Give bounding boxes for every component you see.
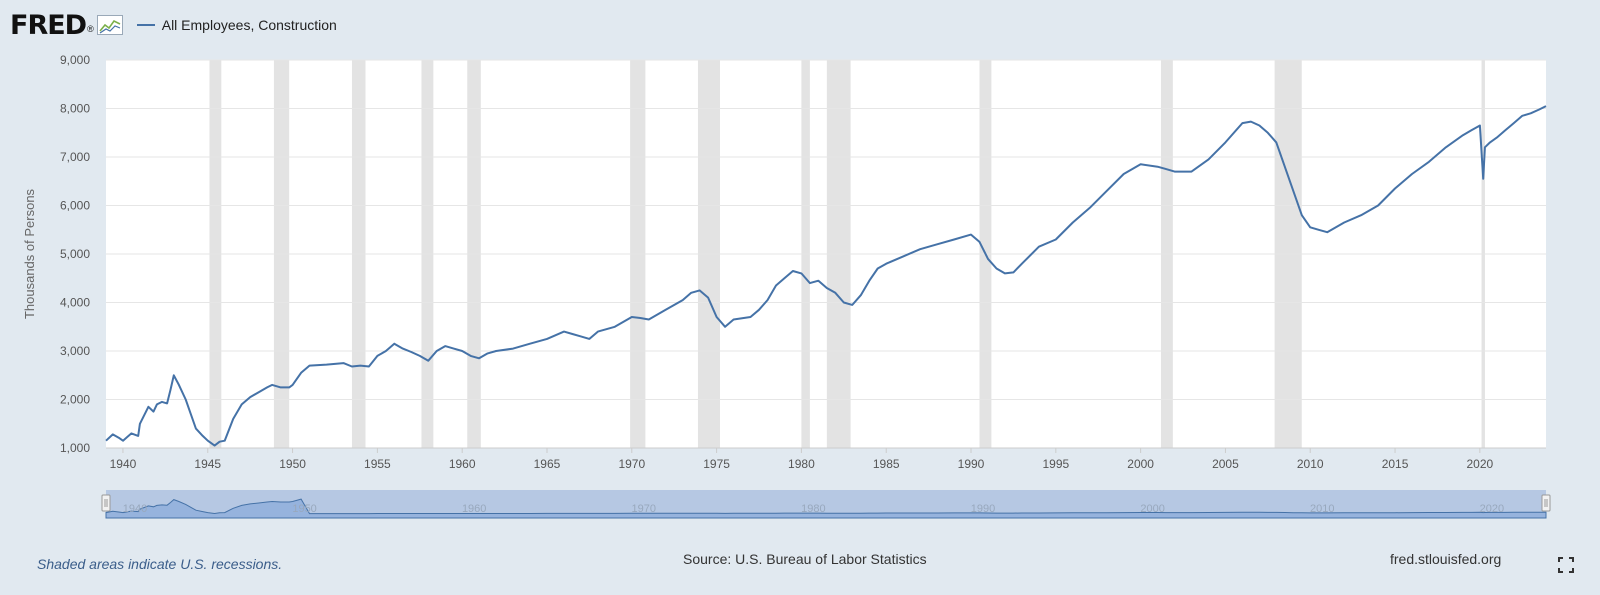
registered-mark: ®	[87, 24, 94, 34]
navigator-series-area	[105, 498, 1547, 519]
site-link[interactable]: fred.stlouisfed.org	[1390, 551, 1502, 567]
y-tick-label: 6,000	[60, 199, 90, 213]
x-tick-label: 1960	[449, 457, 476, 471]
source-text[interactable]: Source: U.S. Bureau of Labor Statistics	[683, 551, 927, 567]
fullscreen-icon[interactable]	[1558, 557, 1574, 573]
legend[interactable]: All Employees, Construction	[136, 17, 337, 33]
y-tick-label: 9,000	[60, 53, 90, 67]
x-tick-label: 1965	[534, 457, 561, 471]
navigator-tick-label: 1960	[462, 503, 486, 515]
navigator-ticks: 1940 1950 1960 1970 1980 1990 2000 2010 2020	[123, 503, 1504, 515]
x-tick-label: 2005	[1212, 457, 1239, 471]
x-tick-label: 1975	[703, 457, 730, 471]
x-tick-label: 1995	[1042, 457, 1069, 471]
y-tick-label: 8,000	[60, 102, 90, 116]
series-line	[105, 105, 1547, 447]
y-axis-label: Thousands of Persons	[22, 188, 37, 319]
x-tick-label: 2010	[1297, 457, 1324, 471]
x-tick-label: 2020	[1467, 457, 1494, 471]
x-tick-label: 1950	[279, 457, 306, 471]
fred-logo[interactable]: FRED	[10, 9, 87, 41]
y-tick-label: 4,000	[60, 296, 90, 310]
y-tick-label: 5,000	[60, 247, 90, 261]
chart-header: FRED ® All Employees, Construction	[10, 8, 337, 42]
navigator-tick-label: 1980	[801, 503, 825, 515]
y-tick-label: 1,000	[60, 441, 90, 455]
x-tick-label: 1990	[958, 457, 985, 471]
y-tick-label: 3,000	[60, 344, 90, 358]
navigator-tick-label: 1990	[971, 503, 995, 515]
navigator-tick-label: 1940	[123, 503, 147, 515]
x-axis-ticks: 1940 1945 1950 1955 1960 1965 1970 1975 1980 1985…	[106, 447, 1546, 471]
handle-grip	[101, 494, 111, 512]
navigator-tick-label: 2000	[1140, 503, 1164, 515]
handle-grip	[1541, 494, 1551, 512]
x-tick-label: 1955	[364, 457, 391, 471]
navigator-handle-left[interactable]	[101, 494, 111, 512]
y-tick-label: 2,000	[60, 393, 90, 407]
legend-label: All Employees, Construction	[161, 17, 337, 33]
x-tick-label: 2015	[1382, 457, 1409, 471]
y-axis-ticks: 1,000 2,000 3,000 4,000 5,000 6,000 7,000 8,000…	[60, 53, 90, 455]
navigator[interactable]: 1940 1950 1960 1970 1980 1990 2000 2010 2020	[101, 490, 1551, 519]
x-tick-label: 1980	[788, 457, 815, 471]
navigator-tick-label: 1970	[632, 503, 656, 515]
navigator-tick-label: 1950	[292, 503, 316, 515]
x-tick-label: 1945	[194, 457, 221, 471]
navigator-tick-label: 2020	[1480, 503, 1504, 515]
x-tick-label: 2000	[1127, 457, 1154, 471]
x-tick-label: 1970	[618, 457, 645, 471]
y-tick-label: 7,000	[60, 150, 90, 164]
x-tick-label: 1940	[110, 457, 137, 471]
fred-chart-icon	[96, 15, 123, 35]
recession-note: Shaded areas indicate U.S. recessions.	[37, 556, 283, 572]
navigator-tick-label: 2010	[1310, 503, 1334, 515]
navigator-handle-right[interactable]	[1541, 494, 1551, 512]
legend-swatch	[136, 24, 155, 26]
x-tick-label: 1985	[873, 457, 900, 471]
